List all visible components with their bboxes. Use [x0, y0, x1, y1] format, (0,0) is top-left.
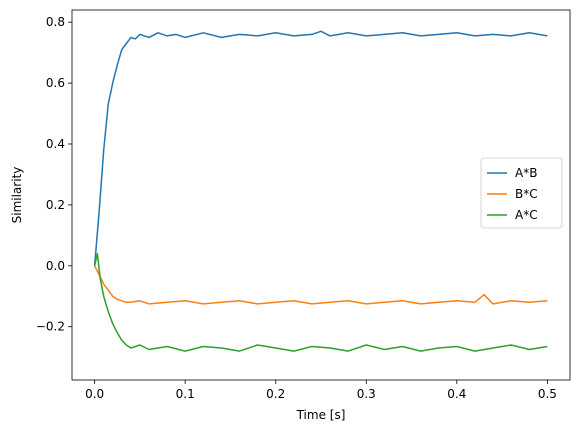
x-tick-label: 0.5	[538, 387, 557, 401]
legend-label-3: A*C	[515, 208, 538, 222]
x-tick-label: 0.3	[357, 387, 376, 401]
y-tick-label: −0.2	[36, 320, 65, 334]
series-layer	[93, 30, 548, 352]
y-tick-label: 0.4	[46, 137, 65, 151]
x-tick-label: 0.4	[447, 387, 466, 401]
y-tick-label: 0.6	[46, 76, 65, 90]
series-line-3	[93, 252, 548, 352]
series-line-2	[93, 265, 548, 305]
legend-label-2: B*C	[515, 187, 538, 201]
x-tick-label: 0.1	[176, 387, 195, 401]
y-tick-label: 0.2	[46, 198, 65, 212]
y-axis: −0.2 0.0 0.2 0.4 0.6 0.8	[36, 15, 72, 334]
x-tick-label: 0.0	[85, 387, 104, 401]
series-line-1	[93, 30, 548, 266]
x-axis-label: Time [s]	[296, 408, 346, 422]
axes-frame	[71, 9, 571, 381]
x-tick-label: 0.2	[266, 387, 285, 401]
legend-frame	[480, 157, 563, 229]
y-tick-label: 0.0	[46, 259, 65, 273]
y-tick-label: 0.8	[46, 15, 65, 29]
legend-label-1: A*B	[515, 166, 537, 180]
x-axis: 0.0 0.1 0.2 0.3 0.4 0.5	[85, 380, 557, 401]
y-axis-label: Similarity	[10, 167, 24, 224]
legend: A*B B*C A*C	[480, 157, 563, 229]
